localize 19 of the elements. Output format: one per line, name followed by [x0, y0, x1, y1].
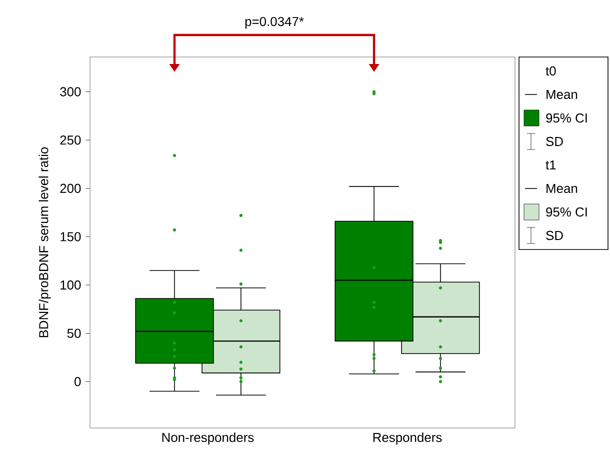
y-tick-label: 200: [60, 184, 81, 193]
y-tick-label: 50: [67, 328, 81, 338]
text: SD: [546, 230, 563, 240]
y-tick-label: 300: [60, 87, 81, 96]
text: Mean: [546, 184, 578, 194]
text: 95% CI: [546, 207, 587, 217]
text: 95% CI: [546, 113, 587, 123]
text: Mean: [546, 90, 578, 100]
x-tick-label: Responders: [373, 432, 442, 445]
y-tick-label: 250: [60, 135, 81, 145]
y-tick-label: 150: [60, 232, 81, 242]
text: p=0.0347*: [245, 16, 304, 29]
y-tick-label: 100: [60, 280, 81, 290]
text: SD: [546, 136, 563, 146]
y-axis-title: BDNF/proBDNF serum level ratio: [38, 147, 51, 338]
text: t0: [546, 66, 556, 76]
y-tick-label: 0: [74, 377, 81, 386]
text: t1: [546, 160, 556, 170]
x-tick-label: Non-responders: [162, 432, 254, 445]
